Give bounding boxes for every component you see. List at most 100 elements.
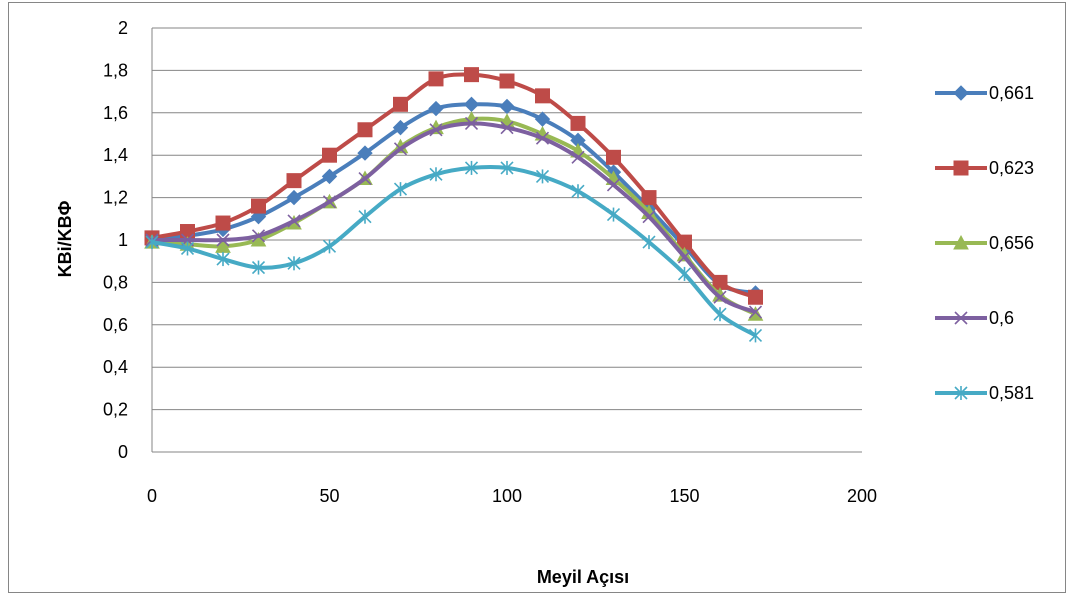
data-point [429, 167, 443, 182]
x-tick-label: 200 [847, 486, 877, 506]
data-point [642, 210, 656, 224]
data-point [286, 189, 302, 206]
data-point [286, 173, 302, 189]
data-point [358, 171, 372, 186]
data-point [464, 67, 479, 83]
data-point [215, 215, 231, 231]
x-tick-label: 50 [319, 486, 339, 506]
marker-stroke [713, 290, 727, 304]
y-tick-label: 1,4 [103, 145, 128, 165]
legend-entry: 0,661 [935, 83, 1034, 103]
data-point [463, 96, 480, 113]
data-point [251, 229, 266, 243]
y-tick-label: 1,2 [103, 188, 128, 208]
data-point [322, 239, 337, 254]
data-point [393, 96, 408, 112]
data-point [606, 178, 621, 192]
data-point [500, 121, 514, 135]
y-tick-label: 1,8 [103, 60, 128, 80]
data-point [357, 122, 373, 138]
legend-label: 0,6 [989, 308, 1014, 328]
chart-frame: 0 0,2 0,4 0,6 0,8 1 1,2 1,4 1,6 1,8 2 0 50 100 150 200… [8, 2, 1066, 593]
data-point [571, 184, 585, 199]
y-tick-label: 0,4 [103, 357, 128, 377]
data-point [748, 289, 763, 305]
legend: 0,661 0,623 0,656 0,6 0,581 [935, 83, 1034, 403]
legend-marker [953, 85, 969, 101]
data-point [287, 256, 301, 271]
marker-stroke [535, 131, 550, 145]
marker-stroke [500, 121, 514, 135]
marker-stroke [358, 171, 372, 186]
data-point [499, 73, 515, 89]
data-point [571, 150, 585, 164]
data-point [747, 306, 764, 321]
legend-label: 0,581 [989, 383, 1034, 403]
marker-stroke [954, 311, 968, 325]
y-tick-label: 0 [118, 442, 128, 462]
legend-entry: 0,6 [935, 308, 1014, 328]
y-tick-label: 1 [118, 230, 128, 250]
marker-stroke [216, 233, 230, 247]
data-point [393, 182, 408, 197]
data-point [534, 111, 551, 127]
marker-stroke [322, 195, 337, 209]
series-1 [144, 67, 763, 305]
data-point [748, 305, 763, 319]
data-point [180, 241, 195, 256]
legend-label: 0,661 [989, 83, 1034, 103]
y-tick-label: 2 [118, 18, 128, 38]
marker-stroke [251, 229, 266, 243]
x-tick-label: 0 [147, 486, 157, 506]
data-point [570, 115, 586, 131]
marker-stroke [287, 214, 301, 228]
y-axis-title: KBi/KBΦ [55, 200, 75, 277]
data-point [464, 116, 479, 130]
data-point [677, 266, 692, 281]
series-line [151, 164, 757, 338]
data-point [392, 119, 409, 136]
data-point [535, 88, 550, 104]
data-point [641, 190, 657, 206]
data-point [357, 145, 373, 161]
data-point [322, 195, 337, 209]
series-0 [144, 96, 764, 301]
data-point [393, 142, 408, 156]
data-point [251, 260, 266, 275]
series-3 [145, 116, 763, 319]
marker-stroke [571, 150, 585, 164]
data-point [216, 252, 230, 267]
data-point [713, 290, 727, 304]
legend-marker [953, 234, 969, 250]
y-tick-label: 1,6 [103, 103, 128, 123]
x-tick-labels: 0 50 100 150 200 [147, 486, 877, 506]
legend-label: 0,623 [989, 158, 1034, 178]
data-point [464, 160, 479, 175]
legend-marker [954, 311, 968, 325]
marker-stroke [464, 116, 479, 130]
data-point [500, 160, 514, 175]
data-point [677, 250, 692, 264]
marker-stroke [677, 250, 692, 264]
data-point [145, 235, 159, 250]
legend-marker [953, 160, 969, 176]
data-point [321, 168, 338, 185]
data-point [606, 149, 621, 165]
line-chart: 0 0,2 0,4 0,6 0,8 1 1,2 1,4 1,6 1,8 2 0 50 100 150 200… [55, 18, 1034, 587]
data-point [499, 98, 515, 115]
data-point [322, 147, 337, 163]
marker-stroke [606, 178, 621, 192]
legend-label: 0,656 [989, 233, 1034, 253]
y-tick-label: 0,6 [103, 315, 128, 335]
legend-entry: 0,581 [935, 383, 1034, 403]
data-point [606, 207, 621, 222]
marker-stroke [393, 142, 408, 156]
data-point [216, 233, 230, 247]
marker-stroke [748, 305, 763, 319]
data-point [713, 307, 727, 322]
series-lines [144, 67, 764, 343]
marker-stroke [429, 123, 443, 137]
data-point [642, 235, 656, 250]
y-tick-label: 0,2 [103, 400, 128, 420]
legend-entry: 0,623 [935, 158, 1034, 178]
